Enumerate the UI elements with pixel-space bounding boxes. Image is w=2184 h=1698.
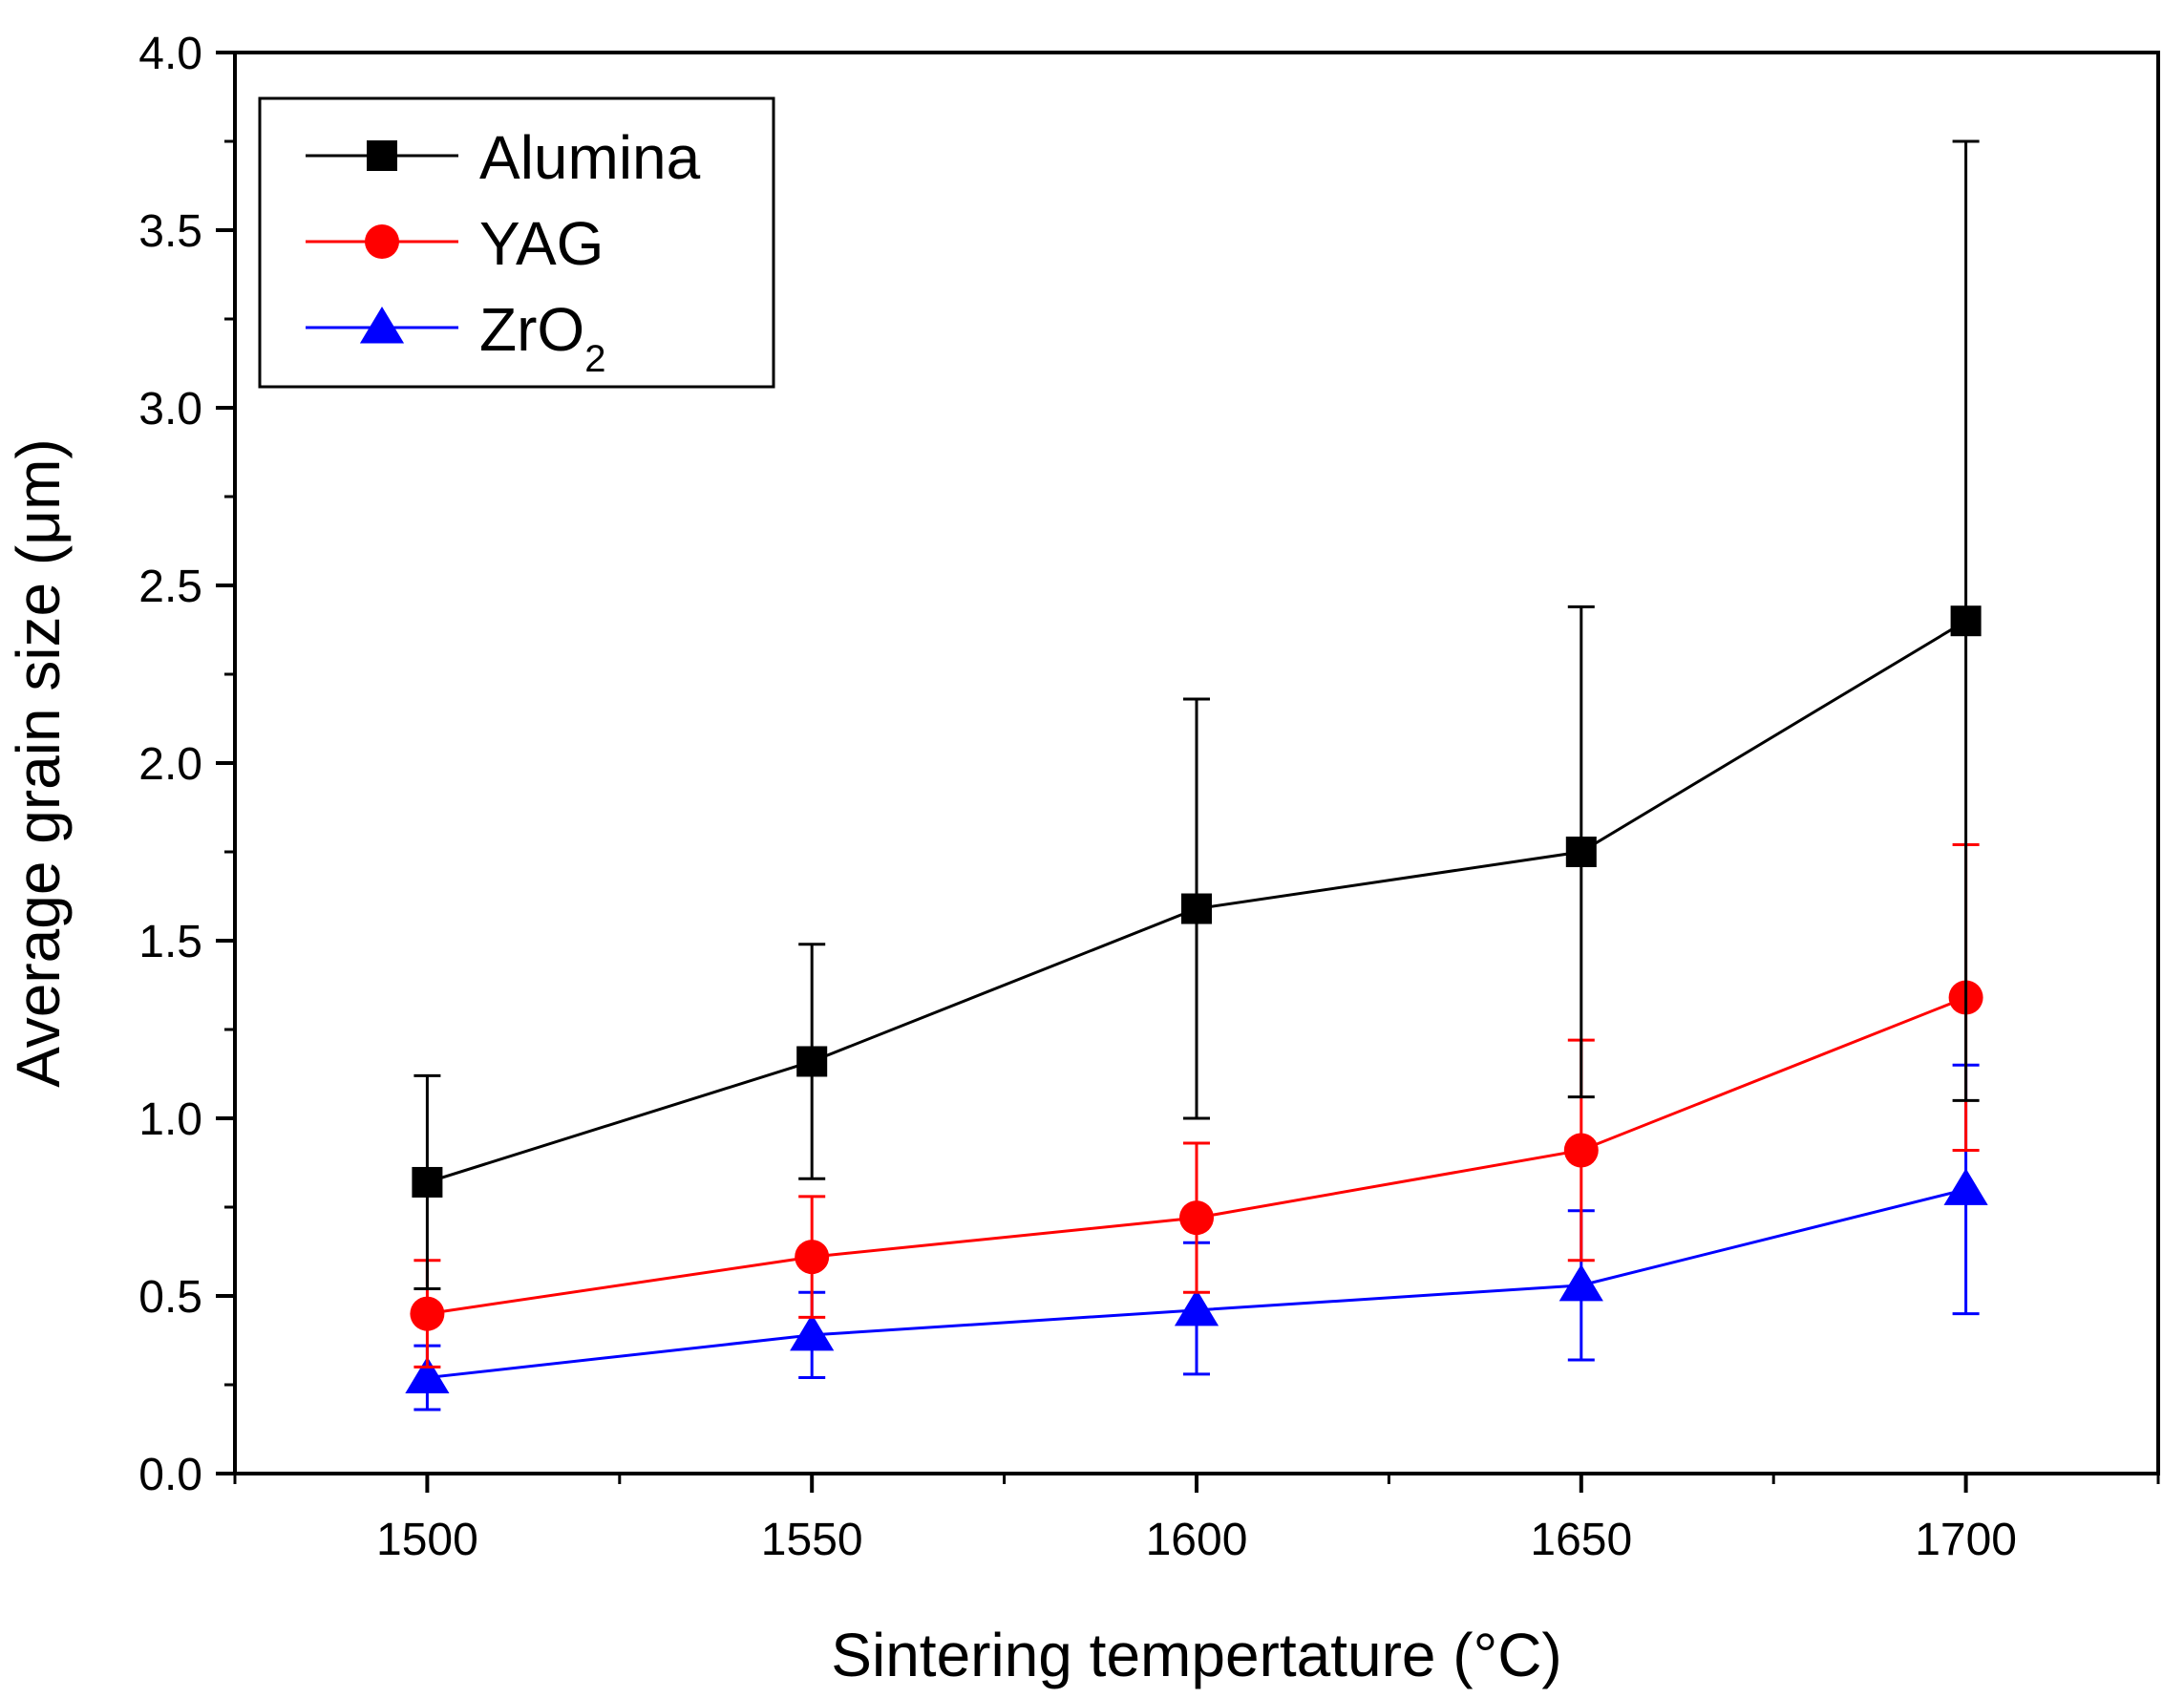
x-tick-label: 1600 bbox=[1146, 1515, 1248, 1565]
legend-label: ZrO2 bbox=[479, 295, 605, 380]
data-point bbox=[410, 1296, 445, 1331]
data-point bbox=[1174, 1288, 1219, 1327]
y-tick-label: 3.5 bbox=[138, 206, 202, 257]
legend-label: YAG bbox=[479, 209, 604, 278]
y-tick-label: 0.0 bbox=[138, 1450, 202, 1500]
x-tick-label: 1650 bbox=[1530, 1515, 1632, 1565]
legend-marker-zro2 bbox=[359, 307, 405, 344]
legend-marker-yag bbox=[365, 224, 399, 259]
data-point bbox=[790, 1313, 835, 1351]
legend-label-text: ZrO bbox=[479, 295, 584, 364]
data-point bbox=[1563, 1133, 1599, 1168]
x-tick-label: 1700 bbox=[1915, 1515, 2017, 1565]
legend-marker-alumina bbox=[367, 140, 397, 171]
y-tick-label: 2.0 bbox=[138, 739, 202, 790]
data-point bbox=[1558, 1263, 1603, 1302]
data-point bbox=[796, 1046, 828, 1077]
legend-label: Alumina bbox=[479, 123, 701, 192]
y-axis-title: Average grain size (μm) bbox=[4, 438, 73, 1088]
data-point bbox=[795, 1240, 830, 1275]
y-tick-label: 3.0 bbox=[138, 384, 202, 435]
x-axis-title: Sintering tempertature (°C) bbox=[831, 1621, 1561, 1689]
y-tick-label: 2.5 bbox=[138, 562, 202, 612]
data-point bbox=[1950, 605, 1982, 637]
data-point bbox=[1179, 1200, 1214, 1236]
x-tick-label: 1550 bbox=[761, 1515, 863, 1565]
y-tick-label: 1.5 bbox=[138, 917, 202, 967]
y-tick-label: 0.5 bbox=[138, 1272, 202, 1323]
data-point bbox=[405, 1356, 450, 1394]
data-point bbox=[1565, 837, 1597, 867]
legend-label-subscript: 2 bbox=[584, 338, 605, 380]
data-point bbox=[1181, 893, 1212, 924]
series-alumina bbox=[412, 139, 1982, 1291]
data-point bbox=[1943, 1168, 1988, 1205]
legend-label-text: Alumina bbox=[479, 123, 701, 192]
data-point bbox=[412, 1166, 443, 1198]
legend-label-text: YAG bbox=[479, 209, 604, 278]
y-tick-label: 1.0 bbox=[138, 1094, 202, 1145]
x-tick-label: 1500 bbox=[376, 1515, 478, 1565]
y-tick-label: 4.0 bbox=[138, 29, 202, 79]
